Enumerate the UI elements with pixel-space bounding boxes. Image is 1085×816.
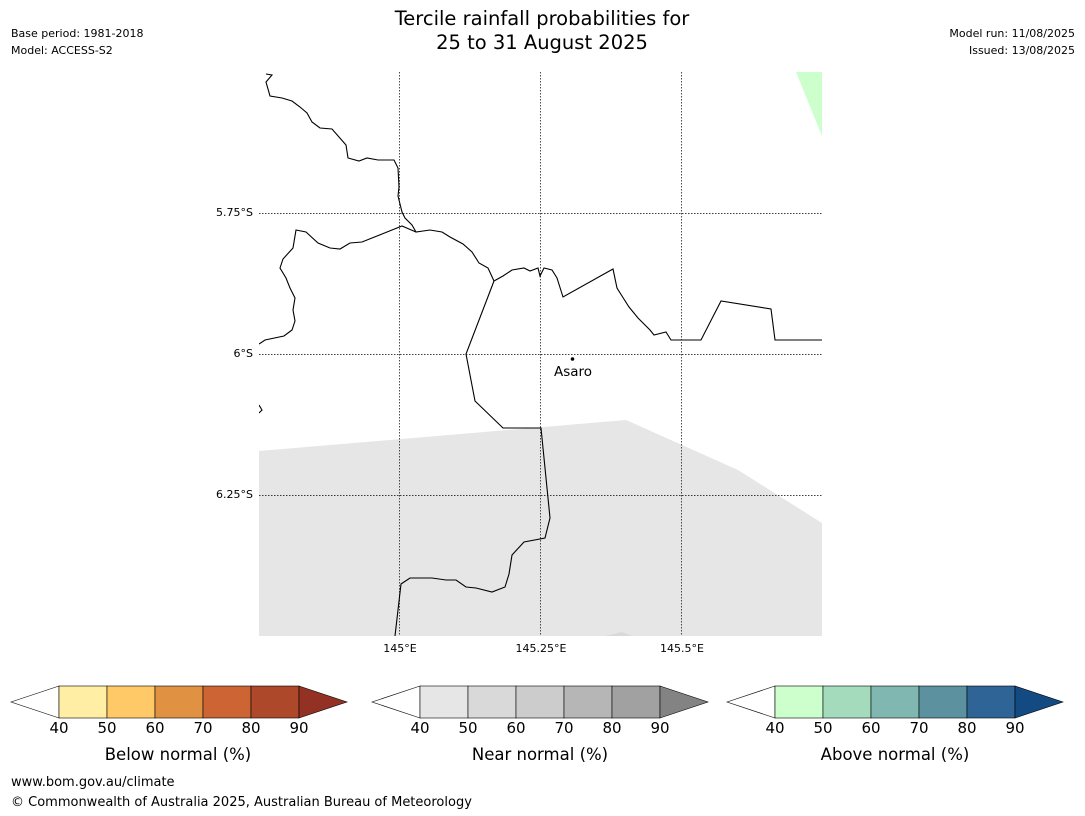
near-colorbar-tick-label: 70 [554, 719, 574, 737]
run-info: Model run: 11/08/2025 Issued: 13/08/2025 [949, 25, 1075, 59]
near-colorbar-tick-label: 90 [650, 719, 670, 737]
lat-label-6-25: 6.25°S [216, 488, 253, 501]
near-colorbar-segment [419, 685, 469, 719]
boundary-west-loop [259, 225, 417, 345]
place-label-asaro: Asaro [554, 364, 593, 380]
above-normal-region [796, 72, 822, 136]
near-colorbar-low-triangle [371, 685, 421, 719]
lat-label-6: 6°S [233, 347, 253, 360]
model-run-text: Model run: 11/08/2025 [949, 27, 1075, 40]
above-colorbar-tick-label: 50 [813, 719, 833, 737]
issued-text: Issued: 13/08/2025 [968, 44, 1075, 57]
above-colorbar-tick-label: 80 [957, 719, 977, 737]
near-normal-region-small [605, 632, 632, 636]
lon-label-145: 145°E [383, 642, 417, 655]
website-text: www.bom.gov.au/climate [11, 775, 175, 790]
near-colorbar-tick-label: 40 [410, 719, 430, 737]
lon-label-145-5: 145.5°E [660, 642, 704, 655]
map-area [259, 72, 822, 636]
below-colorbar-high-triangle [298, 685, 348, 719]
above-colorbar-segment [966, 685, 1016, 719]
below-colorbar-tick-label: 60 [145, 719, 165, 737]
above-normal-colorbar [726, 685, 1064, 719]
model-info: Base period: 1981-2018 Model: ACCESS-S2 [11, 25, 143, 59]
map-title: Tercile rainfall probabilities for 25 to… [342, 7, 742, 55]
near-normal-label: Near normal (%) [471, 745, 609, 764]
lat-label-5-75: 5.75°S [216, 206, 253, 219]
boundary-north [265, 73, 495, 282]
near-colorbar-segment [563, 685, 613, 719]
near-normal-colorbar [371, 685, 709, 719]
province-boundaries [259, 73, 822, 636]
model-text: Model: ACCESS-S2 [11, 44, 113, 57]
near-colorbar-tick-label: 50 [458, 719, 478, 737]
above-colorbar-high-triangle [1014, 685, 1064, 719]
near-colorbar-tick-label: 60 [506, 719, 526, 737]
boundary-fragment [259, 404, 263, 414]
below-colorbar-low-triangle [10, 685, 60, 719]
title-line-1: Tercile rainfall probabilities for [394, 7, 690, 30]
above-colorbar-tick-label: 70 [909, 719, 929, 737]
above-colorbar-segment [870, 685, 920, 719]
below-colorbar-segment [250, 685, 300, 719]
below-colorbar-segment [106, 685, 156, 719]
below-colorbar-tick-label: 80 [241, 719, 261, 737]
above-colorbar-segment [822, 685, 872, 719]
above-colorbar-tick-label: 40 [765, 719, 785, 737]
near-colorbar-segment [515, 685, 565, 719]
near-colorbar-tick-label: 80 [602, 719, 622, 737]
below-colorbar-segment [202, 685, 252, 719]
near-colorbar-high-triangle [659, 685, 709, 719]
above-colorbar-low-triangle [726, 685, 776, 719]
below-normal-colorbar [10, 685, 348, 719]
below-colorbar-tick-label: 70 [193, 719, 213, 737]
asaro-marker [570, 357, 575, 361]
base-period-text: Base period: 1981-2018 [11, 27, 144, 40]
above-colorbar-segment [774, 685, 824, 719]
above-colorbar-segment [918, 685, 968, 719]
gridlines [259, 72, 822, 636]
below-colorbar-tick-label: 50 [97, 719, 117, 737]
lon-label-145-25: 145.25°E [515, 642, 567, 655]
below-colorbar-segment [58, 685, 108, 719]
below-normal-label: Below normal (%) [104, 745, 252, 764]
title-line-2: 25 to 31 August 2025 [436, 31, 648, 54]
above-colorbar-tick-label: 60 [861, 719, 881, 737]
near-colorbar-segment [611, 685, 661, 719]
boundary-central [394, 280, 551, 636]
below-colorbar-tick-label: 90 [289, 719, 309, 737]
boundary-east [493, 267, 822, 341]
copyright-text: © Commonwealth of Australia 2025, Austra… [11, 795, 472, 810]
above-normal-label: Above normal (%) [820, 745, 970, 764]
near-colorbar-segment [467, 685, 517, 719]
below-colorbar-tick-label: 40 [49, 719, 69, 737]
below-colorbar-segment [154, 685, 204, 719]
above-colorbar-tick-label: 90 [1005, 719, 1025, 737]
